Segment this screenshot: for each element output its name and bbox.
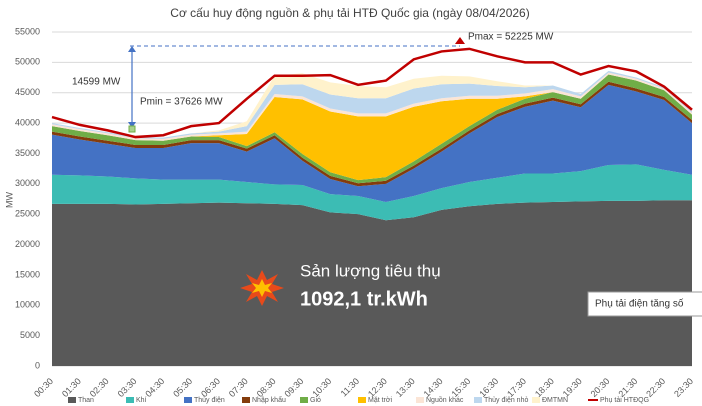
x-tick-label: 06:30 [199, 376, 222, 399]
y-tick-label: 55000 [15, 26, 40, 36]
y-tick-label: 40000 [15, 117, 40, 127]
area-7 [52, 70, 692, 139]
chart-title: Cơ cấu huy động nguồn & phụ tải HTĐ Quốc… [170, 6, 529, 20]
x-tick-label: 14:30 [422, 376, 445, 399]
legend-label: Than [78, 397, 94, 404]
legend-swatch [126, 397, 134, 403]
range-label: 14599 MW [72, 77, 121, 88]
x-tick-label: 00:30 [32, 376, 55, 399]
tooltip-box [587, 291, 702, 317]
y-tick-label: 50000 [15, 57, 40, 67]
x-tick-label: 17:30 [505, 376, 528, 399]
x-tick-label: 15:30 [449, 376, 472, 399]
y-tick-label: 45000 [15, 87, 40, 97]
x-tick-label: 16:30 [477, 376, 500, 399]
legend-swatch [68, 397, 76, 403]
pmax-label: Pmax = 52225 MW [468, 32, 554, 43]
legend-label: Mặt trời [368, 397, 392, 404]
x-tick-label: 23:30 [672, 376, 695, 399]
arrow-head [128, 122, 136, 128]
legend-label: Nguồn khác [426, 395, 464, 404]
legend-swatch [532, 397, 540, 403]
x-tick-label: 01:30 [60, 376, 83, 399]
x-tick-label: 08:30 [255, 376, 278, 399]
legend-swatch [474, 397, 482, 403]
x-tick-label: 10:30 [310, 376, 333, 399]
load-line [51, 47, 693, 139]
legend-label: Thủy điện [194, 396, 225, 404]
legend-swatch [242, 397, 250, 403]
legend-label: Nhập khẩu [252, 396, 286, 404]
y-tick-label: 15000 [15, 269, 40, 279]
legend-label: Khí [136, 397, 147, 404]
x-tick-label: 04:30 [143, 376, 166, 399]
legend: Than Khí Thủy điện Nhập khẩu Gió Mặt trời Nguồ… [68, 395, 649, 404]
pmax-marker [455, 37, 465, 44]
x-tick-label: 13:30 [394, 376, 417, 399]
y-tick-label: 5000 [20, 330, 40, 340]
energy-caption: Sản lượng tiêu thụ [300, 261, 441, 280]
y-tick-label: 35000 [15, 148, 40, 158]
x-tick-label: 22:30 [644, 376, 667, 399]
pmin-marker [128, 125, 136, 133]
legend-label: Gió [310, 397, 321, 404]
x-tick-label: 05:30 [171, 376, 194, 399]
y-axis-label: MW [4, 192, 14, 208]
annotations: Pmax = 52225 MW Pmin = 37626 MW 14599 MW… [72, 32, 702, 317]
x-tick-label: 12:30 [366, 376, 389, 399]
area-0 [52, 200, 692, 366]
legend-swatch [300, 397, 308, 403]
x-tick-label: 07:30 [227, 376, 250, 399]
area-1 [52, 164, 692, 221]
x-tick-label: 02:30 [88, 376, 111, 399]
plot-area: 0 5000 10000 15000 20000 25000 30000 35000 40000… [15, 26, 695, 399]
y-tick-label: 20000 [15, 239, 40, 249]
legend-label: ĐMTMN [542, 397, 568, 404]
y-tick-label: 30000 [15, 178, 40, 188]
burst-icon-core [252, 279, 272, 297]
legend-swatch [358, 397, 366, 403]
x-tick-label: 18:30 [533, 376, 556, 399]
x-tick-label: 19:30 [561, 376, 584, 399]
area-5 [52, 74, 692, 181]
x-tick-label: 03:30 [116, 376, 139, 399]
energy-value: 1092,1 tr.kWh [300, 288, 428, 310]
x-tick-label: 11:30 [339, 376, 362, 399]
legend-swatch [416, 397, 424, 403]
x-tick-label: 20:30 [589, 376, 612, 399]
arrow-head [128, 46, 136, 52]
legend-label: Thủy điện nhỏ [484, 396, 528, 404]
tooltip-text: Phụ tải điện tăng số [595, 298, 684, 310]
legend-label: Phụ tải HTĐQG [600, 397, 649, 404]
y-tick-label: 0 [35, 360, 40, 370]
area-2 [52, 84, 692, 203]
y-tick-label: 25000 [15, 209, 40, 219]
area-4 [52, 74, 692, 184]
legend-swatch [184, 397, 192, 403]
x-tick-label: 09:30 [283, 376, 306, 399]
y-tick-label: 10000 [15, 300, 40, 310]
pmin-label: Pmin = 37626 MW [140, 97, 223, 108]
x-tick-label: 21:30 [616, 376, 639, 399]
